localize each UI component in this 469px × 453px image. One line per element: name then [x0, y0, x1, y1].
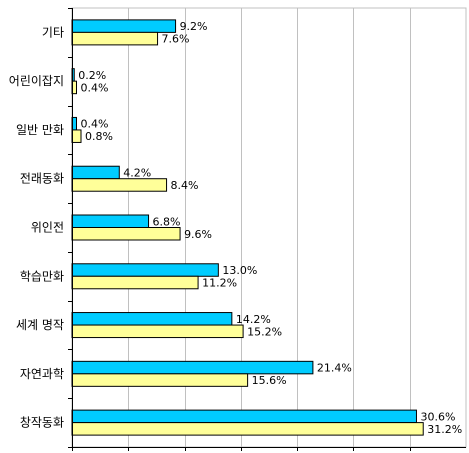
bar-0-series0: [71, 19, 177, 33]
bar-8-series0: [71, 409, 417, 424]
data-label-7-series1: 15.6%: [252, 374, 287, 387]
bar-3-series1: [71, 178, 168, 192]
axis-layer: [68, 8, 466, 451]
bar-5-series1: [71, 275, 199, 290]
bar-layer: [71, 19, 424, 436]
bar-7-series1: [71, 373, 249, 387]
data-label-2-series1: 0.8%: [85, 130, 113, 143]
data-label-4-series1: 9.6%: [184, 228, 212, 241]
data-label-5-series0: 13.0%: [222, 264, 257, 277]
bar-4-series0: [71, 214, 150, 228]
data-label-4-series0: 6.8%: [153, 215, 181, 228]
data-label-2-series0: 0.4%: [81, 118, 109, 131]
data-label-8-series1: 31.2%: [427, 423, 462, 436]
data-label-1-series0: 0.2%: [78, 69, 106, 82]
bar-3-series0: [71, 165, 120, 180]
category-label-5: 학습만화: [20, 269, 64, 283]
data-label-1-series1: 0.4%: [81, 81, 109, 94]
category-label-8: 창작동화: [20, 416, 64, 430]
data-label-6-series0: 14.2%: [236, 313, 271, 326]
data-label-5-series1: 11.2%: [202, 277, 237, 290]
bar-6-series0: [71, 312, 233, 326]
category-label-6: 세계 명작: [16, 318, 64, 332]
category-label-7: 자연과학: [20, 367, 64, 381]
bar-7-series0: [71, 360, 314, 375]
category-label-0: 기타: [42, 25, 64, 39]
data-label-3-series0: 4.2%: [123, 166, 151, 179]
category-label-4: 위인전: [31, 221, 64, 235]
data-label-7-series0: 21.4%: [317, 362, 352, 375]
category-label-3: 전래동화: [20, 172, 64, 186]
bar-6-series1: [71, 324, 244, 339]
data-label-0-series0: 9.2%: [180, 20, 208, 33]
data-label-0-series1: 7.6%: [162, 33, 190, 46]
bar-5-series0: [71, 263, 219, 277]
bar-2-series1: [71, 129, 82, 143]
bar-8-series1: [71, 422, 424, 436]
category-label-2: 일반 만화: [16, 123, 64, 137]
data-label-8-series0: 30.6%: [420, 410, 455, 423]
bar-4-series1: [71, 227, 181, 241]
data-label-3-series1: 8.4%: [171, 179, 199, 192]
category-label-1: 어린이잡지: [9, 74, 64, 88]
data-label-6-series1: 15.2%: [247, 325, 282, 338]
bar-0-series1: [71, 31, 159, 46]
